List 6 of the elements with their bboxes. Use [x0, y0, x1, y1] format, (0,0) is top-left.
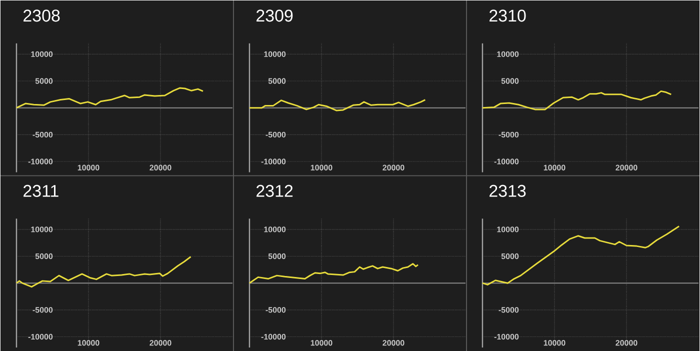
chart-title: 2313 [490, 184, 526, 197]
chart-title: 2308 [24, 9, 60, 22]
chart-title: 2309 [256, 9, 293, 22]
chart-title: 2312 [256, 184, 293, 197]
chart-title: 2310 [490, 9, 526, 22]
chart-title: 2311 [24, 184, 58, 197]
